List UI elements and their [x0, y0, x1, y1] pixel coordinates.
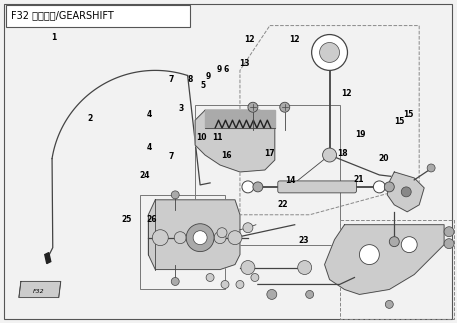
Text: F32 换档机构/GEARSHIFT: F32 换档机构/GEARSHIFT — [11, 11, 114, 21]
Text: 1: 1 — [51, 33, 56, 42]
Circle shape — [196, 229, 214, 247]
Text: 4: 4 — [146, 110, 151, 120]
Text: 25: 25 — [121, 215, 131, 224]
Circle shape — [152, 230, 168, 245]
Text: 15: 15 — [403, 110, 414, 120]
Circle shape — [385, 300, 393, 308]
Text: 19: 19 — [355, 130, 366, 139]
Circle shape — [236, 280, 244, 288]
Polygon shape — [149, 200, 240, 269]
Text: 14: 14 — [285, 176, 295, 185]
Polygon shape — [205, 110, 275, 128]
Text: 4: 4 — [146, 142, 151, 151]
Text: 11: 11 — [212, 133, 223, 142]
Text: 5: 5 — [201, 81, 206, 90]
Text: 8: 8 — [187, 75, 192, 84]
Text: 23: 23 — [298, 236, 309, 245]
Text: 26: 26 — [146, 215, 156, 224]
Polygon shape — [324, 225, 444, 295]
Circle shape — [360, 245, 379, 265]
Circle shape — [401, 237, 417, 253]
Text: 18: 18 — [337, 149, 348, 158]
Polygon shape — [195, 110, 275, 172]
Text: 16: 16 — [221, 151, 232, 160]
Circle shape — [306, 290, 314, 298]
Circle shape — [171, 191, 179, 199]
Text: 15: 15 — [394, 117, 404, 126]
Text: 22: 22 — [278, 200, 288, 209]
Circle shape — [217, 228, 227, 238]
Circle shape — [267, 289, 277, 299]
Circle shape — [186, 224, 214, 252]
Circle shape — [174, 232, 186, 244]
FancyBboxPatch shape — [6, 5, 190, 26]
Text: 6: 6 — [223, 65, 229, 74]
Text: 12: 12 — [244, 35, 254, 44]
Circle shape — [193, 231, 207, 245]
Circle shape — [427, 164, 435, 172]
Text: 17: 17 — [264, 149, 275, 158]
Circle shape — [248, 102, 258, 112]
Circle shape — [280, 102, 290, 112]
Text: 7: 7 — [169, 152, 174, 161]
Polygon shape — [45, 253, 51, 264]
Circle shape — [444, 239, 454, 249]
Circle shape — [323, 148, 336, 162]
Polygon shape — [388, 172, 424, 212]
Circle shape — [221, 280, 229, 288]
FancyBboxPatch shape — [278, 181, 356, 193]
Circle shape — [242, 181, 254, 193]
Circle shape — [214, 232, 226, 244]
Circle shape — [384, 182, 394, 192]
Circle shape — [243, 223, 253, 233]
Circle shape — [389, 237, 399, 247]
Circle shape — [444, 227, 454, 237]
Circle shape — [401, 187, 411, 197]
Text: 7: 7 — [169, 75, 174, 84]
Circle shape — [253, 182, 263, 192]
Text: 3: 3 — [178, 104, 183, 113]
Text: 12: 12 — [289, 35, 300, 44]
Circle shape — [171, 277, 179, 286]
Circle shape — [228, 231, 242, 245]
Circle shape — [373, 181, 385, 193]
Circle shape — [319, 43, 340, 62]
Text: 10: 10 — [196, 133, 207, 142]
Text: 13: 13 — [239, 59, 250, 68]
Text: 9: 9 — [217, 65, 222, 74]
Text: 2: 2 — [87, 114, 92, 123]
Circle shape — [241, 261, 255, 275]
Text: 21: 21 — [353, 175, 363, 184]
Polygon shape — [19, 281, 61, 297]
Circle shape — [251, 274, 259, 281]
Text: 20: 20 — [378, 154, 388, 163]
Text: 12: 12 — [341, 89, 352, 99]
Text: 24: 24 — [139, 172, 149, 181]
Circle shape — [312, 35, 347, 70]
Circle shape — [206, 274, 214, 281]
Text: 9: 9 — [205, 72, 211, 81]
Text: F32: F32 — [33, 289, 45, 294]
Circle shape — [298, 261, 312, 275]
